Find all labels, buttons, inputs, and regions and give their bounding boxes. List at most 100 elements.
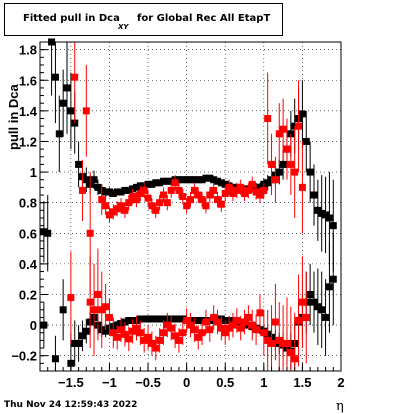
data-point — [221, 180, 229, 188]
data-point — [202, 174, 210, 182]
data-point — [152, 344, 160, 352]
data-point — [98, 196, 106, 204]
data-point — [102, 188, 110, 196]
data-point — [283, 339, 291, 347]
data-point — [55, 130, 63, 138]
data-point — [190, 326, 198, 334]
x-tick-label: 0.5 — [216, 375, 234, 390]
data-point — [287, 160, 295, 168]
data-point — [86, 229, 94, 237]
data-point — [279, 339, 287, 347]
data-point — [75, 160, 83, 168]
data-point — [217, 324, 225, 332]
y-tick-label: 1.6 — [19, 73, 37, 88]
data-point — [229, 321, 237, 329]
x-tick-label: 1 — [260, 375, 267, 390]
data-point — [264, 336, 272, 344]
data-point — [275, 168, 283, 176]
data-point — [159, 315, 167, 323]
data-point — [102, 327, 110, 335]
data-point — [268, 160, 276, 168]
chart-title-subscript: XY — [118, 23, 129, 31]
data-point — [241, 318, 249, 326]
data-point — [179, 329, 187, 337]
data-point — [117, 188, 125, 196]
data-point — [248, 180, 256, 188]
data-point — [275, 336, 283, 344]
data-point — [59, 306, 67, 314]
data-point — [140, 336, 148, 344]
data-point — [105, 188, 113, 196]
data-point — [217, 179, 225, 187]
data-point — [159, 329, 167, 337]
data-point — [202, 318, 210, 326]
y-tick-label: 1.8 — [19, 43, 37, 58]
chart-title: Fitted pull in Dca — [23, 13, 120, 24]
data-point — [125, 186, 133, 194]
data-point — [102, 303, 110, 311]
data-point — [113, 333, 121, 341]
data-point — [167, 177, 175, 185]
data-point — [310, 191, 318, 199]
data-point — [121, 186, 129, 194]
data-point — [214, 196, 222, 204]
data-point — [295, 317, 303, 325]
data-point — [125, 317, 133, 325]
data-point — [187, 196, 194, 204]
data-point — [210, 313, 218, 321]
data-point — [221, 189, 229, 197]
data-point — [144, 180, 152, 188]
data-point — [113, 205, 121, 213]
data-point — [210, 186, 218, 194]
data-point — [194, 333, 202, 341]
x-tick-label: −0.5 — [135, 375, 161, 390]
data-point — [183, 176, 191, 184]
data-point — [159, 177, 167, 185]
data-point — [295, 122, 303, 130]
data-point — [105, 313, 113, 321]
data-point — [171, 315, 179, 323]
data-point — [198, 329, 206, 337]
y-tick-label: 1.2 — [19, 134, 37, 149]
data-point — [136, 329, 144, 337]
data-point — [314, 206, 322, 214]
data-point — [244, 186, 252, 194]
plot-frame — [39, 41, 342, 372]
data-point — [125, 199, 133, 207]
data-point — [256, 191, 264, 199]
data-point — [298, 110, 306, 118]
data-point — [171, 332, 179, 340]
data-point — [183, 202, 191, 210]
data-point — [78, 332, 86, 340]
data-point — [225, 324, 233, 332]
data-point — [117, 202, 125, 210]
chart-title-box: Fitted pull in Dca XY for Global Rec All… — [4, 3, 283, 36]
data-point — [113, 188, 121, 196]
data-point — [175, 315, 183, 323]
data-point — [109, 208, 117, 216]
data-point — [287, 349, 295, 357]
x-tick-label: 2 — [337, 375, 344, 390]
data-point — [109, 329, 117, 337]
y-tick-label: 0 — [30, 318, 37, 333]
data-point — [252, 188, 260, 196]
data-point — [94, 183, 102, 191]
data-point — [314, 303, 322, 311]
data-point — [279, 160, 287, 168]
data-point — [252, 326, 260, 334]
data-point — [206, 174, 214, 182]
data-point — [198, 196, 206, 204]
data-point — [175, 176, 183, 184]
data-point — [283, 145, 291, 153]
data-point — [148, 315, 156, 323]
data-point — [271, 176, 279, 184]
series-layer — [40, 38, 337, 371]
data-point — [221, 329, 229, 337]
chart-title-suffix: for Global Rec All EtapT — [137, 13, 271, 24]
data-point — [291, 122, 299, 130]
data-point — [144, 333, 152, 341]
data-point — [306, 290, 314, 298]
data-point — [132, 196, 140, 204]
data-point — [71, 73, 79, 81]
data-point — [167, 186, 175, 194]
